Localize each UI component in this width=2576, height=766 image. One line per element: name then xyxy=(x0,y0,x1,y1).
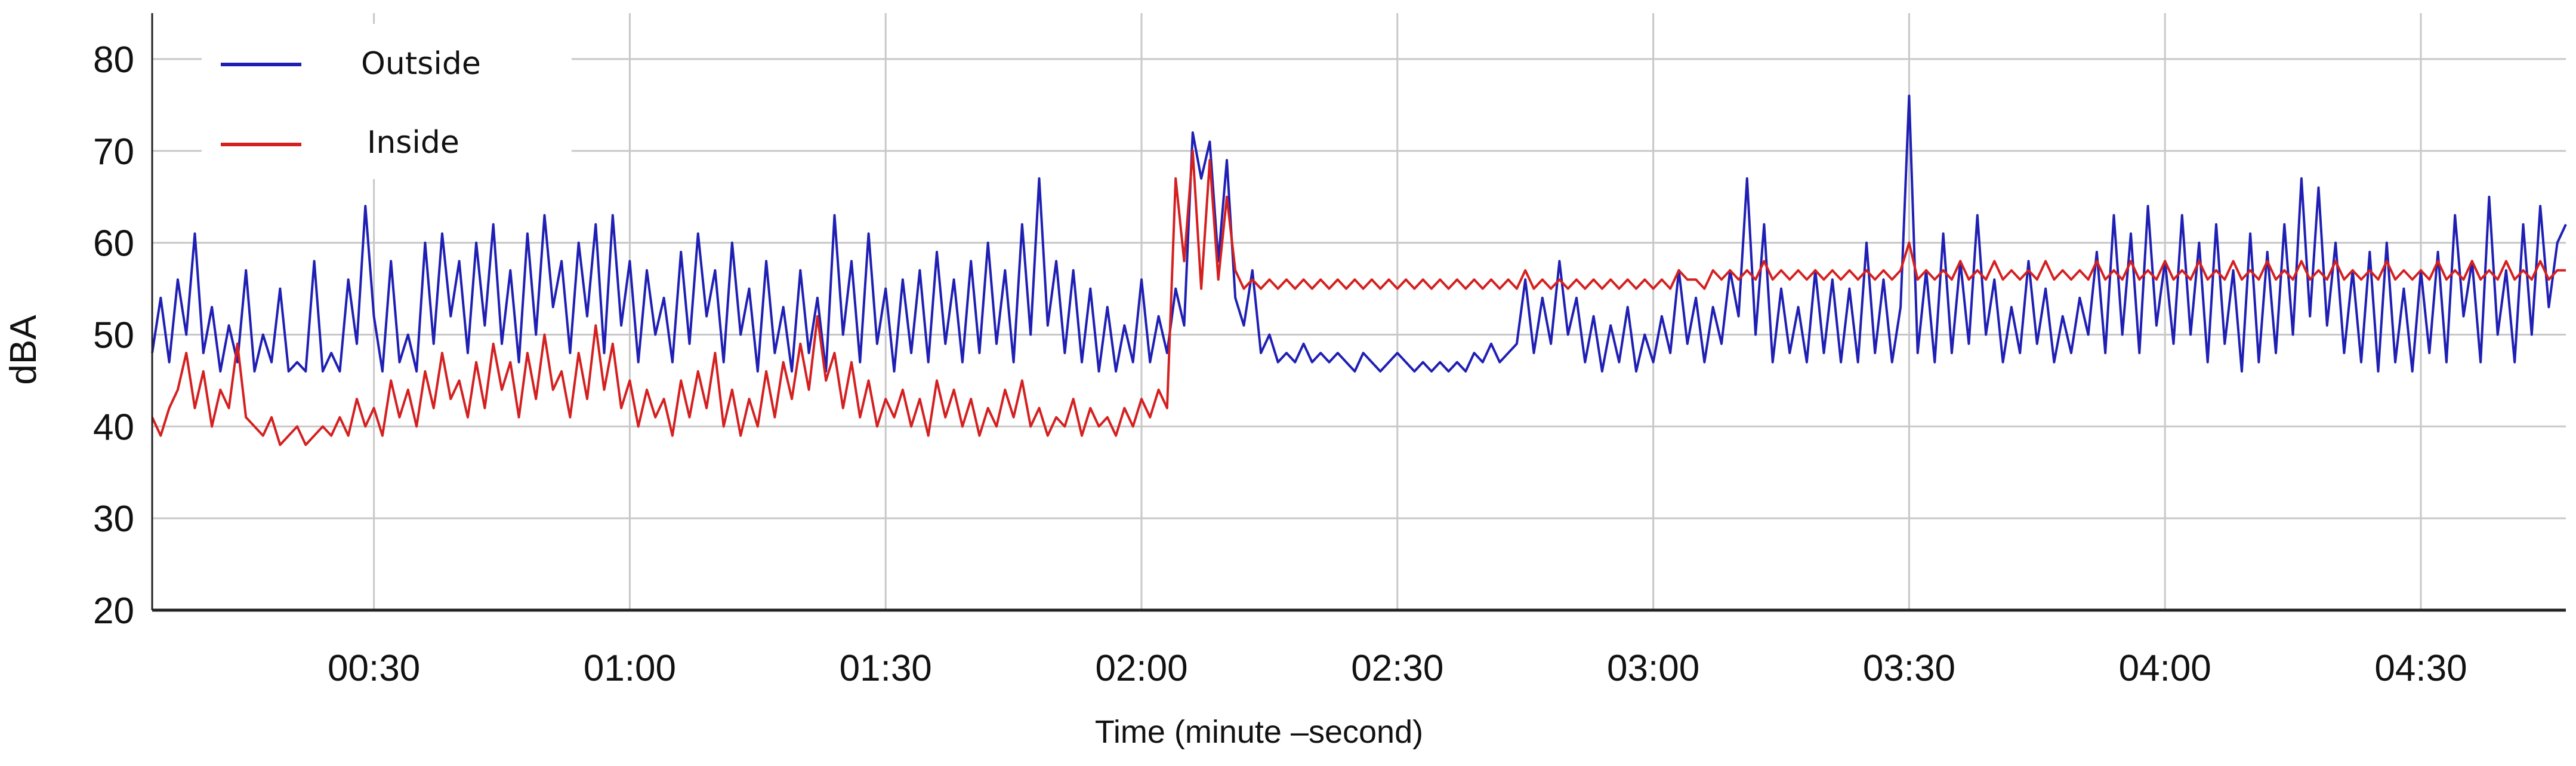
x-tick-label: 02:30 xyxy=(1351,648,1443,689)
x-tick-label: 00:30 xyxy=(328,648,420,689)
legend-label-inside: Inside xyxy=(367,125,459,161)
y-tick-label: 40 xyxy=(93,407,134,448)
series-lines xyxy=(151,94,2567,447)
y-tick-label: 20 xyxy=(93,590,134,632)
y-tick-label: 30 xyxy=(93,499,134,540)
x-tick-label: 03:00 xyxy=(1607,648,1699,689)
grid-lines xyxy=(152,13,2566,610)
x-tick-label: 02:00 xyxy=(1095,648,1187,689)
y-axis-title: dBA xyxy=(3,315,44,385)
y-tick-labels: 20 30 40 50 60 70 80 xyxy=(93,39,134,632)
y-tick-label: 50 xyxy=(93,315,134,356)
x-tick-label: 04:00 xyxy=(2119,648,2211,689)
x-tick-label: 01:00 xyxy=(584,648,676,689)
legend: Outside Inside xyxy=(202,24,572,179)
y-tick-label: 80 xyxy=(93,39,134,81)
legend-label-outside: Outside xyxy=(361,46,481,82)
series-line-outside xyxy=(151,94,2567,373)
x-tick-label: 03:30 xyxy=(1863,648,1955,689)
y-tick-label: 60 xyxy=(93,223,134,264)
x-tick-label: 01:30 xyxy=(840,648,932,689)
x-axis-title: Time (minute –second) xyxy=(1095,714,1423,750)
y-tick-label: 70 xyxy=(93,131,134,173)
x-tick-labels: 00:30 01:00 01:30 02:00 02:30 03:00 03:30 04:00… xyxy=(328,648,2467,689)
series-line-inside xyxy=(151,149,2566,447)
x-tick-label: 04:30 xyxy=(2374,648,2467,689)
